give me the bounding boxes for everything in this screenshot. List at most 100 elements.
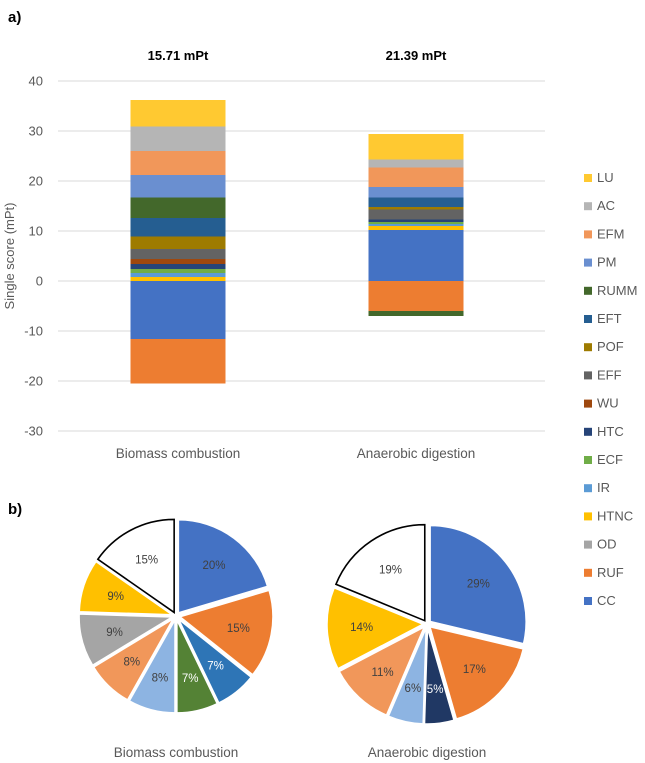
pie-slice-label: 17% <box>463 664 486 676</box>
bar-segment-eft <box>368 197 464 207</box>
bar-segment-ir <box>130 273 226 277</box>
legend-label: HTC <box>597 424 624 439</box>
panel-a-label: a) <box>8 9 21 26</box>
y-axis-title: Single score (mPt) <box>2 203 17 310</box>
legend-swatch <box>584 568 592 577</box>
legend-swatch <box>584 597 592 605</box>
legend-item-cc: CC <box>584 593 616 608</box>
legend-label: RUF <box>597 565 624 580</box>
pie-slice <box>96 518 175 614</box>
bar-segment-lu <box>130 100 226 127</box>
pie-slice-label: 14% <box>350 622 373 634</box>
legend-swatch <box>584 258 592 267</box>
legend-item-eft: EFT <box>584 311 622 326</box>
bar-segment-cc <box>368 230 464 281</box>
legend-label: HTNC <box>597 508 633 523</box>
legend-label: IR <box>597 480 610 495</box>
pie-slice <box>78 613 175 667</box>
legend-item-rumm: RUMM <box>584 283 637 298</box>
bar-segment-pof <box>368 207 464 210</box>
legend-item-lu: LU <box>584 170 614 185</box>
pie-title: Anaerobic digestion <box>368 745 487 760</box>
pie-slice-label: 19% <box>379 565 402 577</box>
bar-segment-ac <box>368 159 464 168</box>
legend-label: EFF <box>597 367 622 382</box>
legend-swatch <box>584 286 592 295</box>
legend-label: WU <box>597 396 619 411</box>
pie-slice-label: 11% <box>371 667 393 679</box>
legend: LU AC EFM PM RUMM EFT POF EFF WU HTC ECF IR HTNC OD RU… <box>584 170 637 608</box>
legend-swatch <box>584 540 592 549</box>
bar-segment-eff <box>368 209 464 220</box>
legend-label: EFM <box>597 226 624 241</box>
pie-chart-anaerobic-digestion: 29% 17% 5% 6% 11% 14% 19% Anaerobic digestion <box>326 523 527 760</box>
legend-swatch <box>584 315 592 323</box>
legend-swatch <box>584 456 592 464</box>
legend-label: PM <box>597 255 617 270</box>
bar-segment-htc <box>130 264 226 269</box>
legend-swatch <box>584 371 592 380</box>
pie-slice <box>92 616 176 701</box>
legend-swatch <box>584 512 592 521</box>
legend-label: OD <box>597 537 617 552</box>
y-tick-label: 40 <box>29 74 43 89</box>
pie-slice <box>429 524 527 645</box>
legend-item-ecf: ECF <box>584 452 623 467</box>
bar-segment-ecf <box>130 269 226 273</box>
legend-label: LU <box>597 170 614 185</box>
pie-slice <box>177 618 253 704</box>
pie-slice-label: 20% <box>202 560 225 572</box>
bar-segment-efm <box>368 167 464 187</box>
pie-slice <box>326 586 425 670</box>
bar-segment-pm <box>130 175 226 198</box>
bars <box>130 100 464 384</box>
legend-swatch <box>584 174 592 182</box>
bar-totals: 15.71 mPt 21.39 mPt <box>148 48 447 63</box>
pie-slice <box>338 625 426 717</box>
bar-segment-efm <box>130 151 226 175</box>
legend-item-htc: HTC <box>584 424 624 439</box>
pie-slice-label: 5% <box>427 684 444 696</box>
pie-title: Biomass combustion <box>114 745 239 760</box>
pie-slice-label: 29% <box>467 578 490 590</box>
bar-segment-lu <box>368 134 464 160</box>
bar-segment-rumm <box>130 197 226 218</box>
legend-item-od: OD <box>584 537 617 552</box>
bar-segment-htnc <box>368 226 464 230</box>
stacked-bar-chart: 40 30 20 10 0 -10 -20 -30 Single score (mPt) 15… <box>2 48 637 608</box>
bar-total-label: 21.39 mPt <box>386 48 447 63</box>
legend-item-ir: IR <box>584 480 610 495</box>
y-tick-label: -10 <box>24 324 43 339</box>
pie-slice-label: 8% <box>123 657 140 669</box>
bar-segment-ecf <box>368 222 464 224</box>
legend-item-ruf: RUF <box>584 565 624 580</box>
legend-swatch <box>584 343 592 352</box>
bar-segment-ir <box>368 224 464 226</box>
legend-item-wu: WU <box>584 396 619 411</box>
legend-label: ECF <box>597 452 623 467</box>
pie-slice <box>128 617 176 714</box>
bar-segment-pof <box>130 236 226 249</box>
y-tick-label: 20 <box>29 174 43 189</box>
pie-slice <box>178 589 274 676</box>
pie-slice <box>176 619 219 714</box>
legend-label: CC <box>597 593 616 608</box>
bar-segment-htc <box>368 219 464 222</box>
legend-label: AC <box>597 198 615 213</box>
x-axis-categories: Biomass combustion Anaerobic digestion <box>116 446 476 461</box>
legend-label: EFT <box>597 311 622 326</box>
bar-segment-pm <box>368 187 464 198</box>
bar-segment-ruf <box>130 339 226 384</box>
legend-swatch <box>584 427 592 436</box>
pie-slice-label: 9% <box>107 591 124 603</box>
pie-chart-biomass-combustion: 20% 15% 7% 7% 8% 8% 9% 9% 15% Biomass combustion <box>78 518 274 760</box>
pie-slice-label: 7% <box>182 673 199 685</box>
pie-slice-label: 7% <box>207 661 224 673</box>
legend-swatch <box>584 202 592 211</box>
legend-item-pm: PM <box>584 255 617 270</box>
bar-segment-eft <box>130 218 226 237</box>
bar-segment-ac <box>130 126 226 151</box>
pie-slice-label: 15% <box>227 623 250 635</box>
legend-item-efm: EFM <box>584 226 624 241</box>
y-tick-label: 10 <box>29 224 43 239</box>
